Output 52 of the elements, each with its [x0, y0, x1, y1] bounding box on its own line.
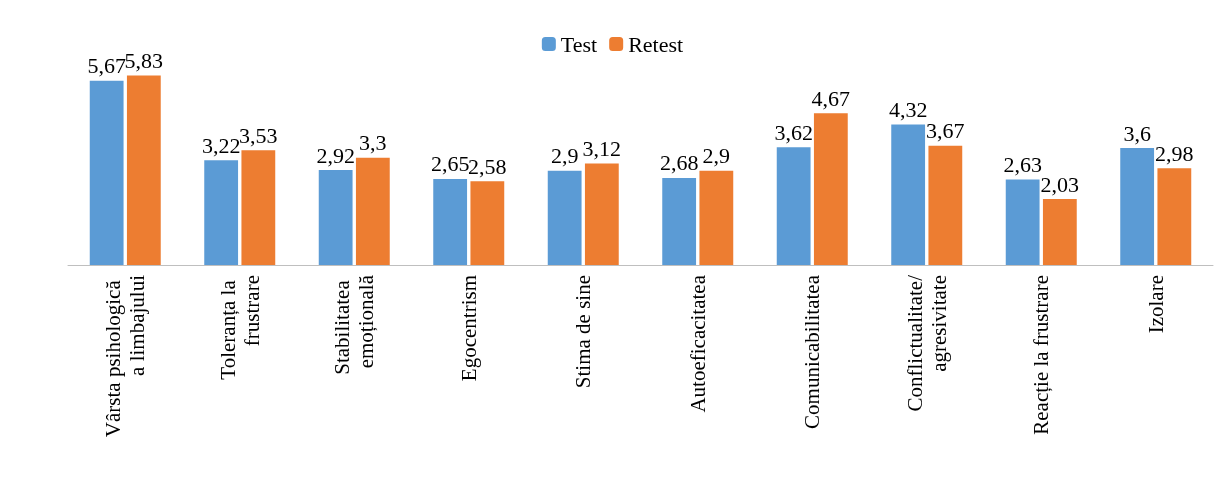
data-label: 3,67	[926, 118, 965, 144]
bar	[355, 157, 390, 265]
bar	[699, 170, 734, 265]
data-label: 2,65	[430, 151, 470, 177]
data-label: 2,9	[550, 143, 579, 169]
bar	[470, 181, 505, 265]
data-label: 3,53	[239, 122, 278, 148]
bar	[318, 170, 353, 265]
data-label: 3,6	[1123, 120, 1151, 146]
data-label: 5,67	[87, 53, 126, 79]
data-label: 3,62	[774, 119, 813, 145]
bar	[776, 147, 811, 265]
legend-label: Test	[560, 31, 598, 57]
bar	[891, 124, 926, 265]
x-tick-label: Stima de sine	[571, 275, 596, 389]
bar	[204, 160, 239, 265]
x-tick-label: Comunicabilitatea	[800, 274, 825, 429]
data-label: 2,58	[468, 153, 507, 179]
data-label: 2,9	[702, 143, 731, 169]
x-tick-label: Reacție la frustrare	[1029, 275, 1054, 435]
data-label: 3,22	[201, 132, 241, 158]
bar	[1042, 199, 1077, 265]
bar	[1157, 168, 1192, 265]
data-label: 3,3	[359, 130, 387, 156]
bar	[89, 80, 124, 265]
bar	[813, 113, 848, 265]
x-tick-label: Autoeficacitatea	[685, 274, 710, 413]
x-tick-label: Egocentrism	[456, 275, 481, 382]
data-label: 2,92	[316, 142, 355, 168]
bar	[928, 145, 963, 265]
data-label: 5,83	[124, 48, 164, 74]
x-tick-label: Conflictualitate/agresivitate	[902, 274, 951, 412]
bar	[241, 150, 276, 265]
data-label: 2,98	[1155, 140, 1194, 166]
x-tick-label: Toleranța la frustrare	[215, 275, 264, 380]
data-label: 4,67	[811, 85, 851, 111]
bar	[584, 163, 619, 265]
data-label: 4,32	[888, 97, 928, 123]
x-tick-label: Stabilitatea emoțională	[330, 274, 379, 375]
data-label: 2,63	[1003, 152, 1042, 178]
bar	[547, 170, 582, 265]
data-label: 2,03	[1040, 171, 1080, 197]
legend-label: Retest	[628, 31, 684, 57]
bar	[1120, 148, 1155, 265]
x-tick-label: Vârsta psihologică a limbajului	[101, 274, 150, 438]
bar	[662, 177, 697, 265]
bar	[126, 75, 161, 265]
x-tick-label: Izolare	[1143, 275, 1168, 334]
bar	[433, 178, 468, 265]
data-label: 2,68	[659, 150, 699, 176]
bar	[1005, 179, 1040, 265]
data-label: 3,12	[582, 136, 622, 162]
